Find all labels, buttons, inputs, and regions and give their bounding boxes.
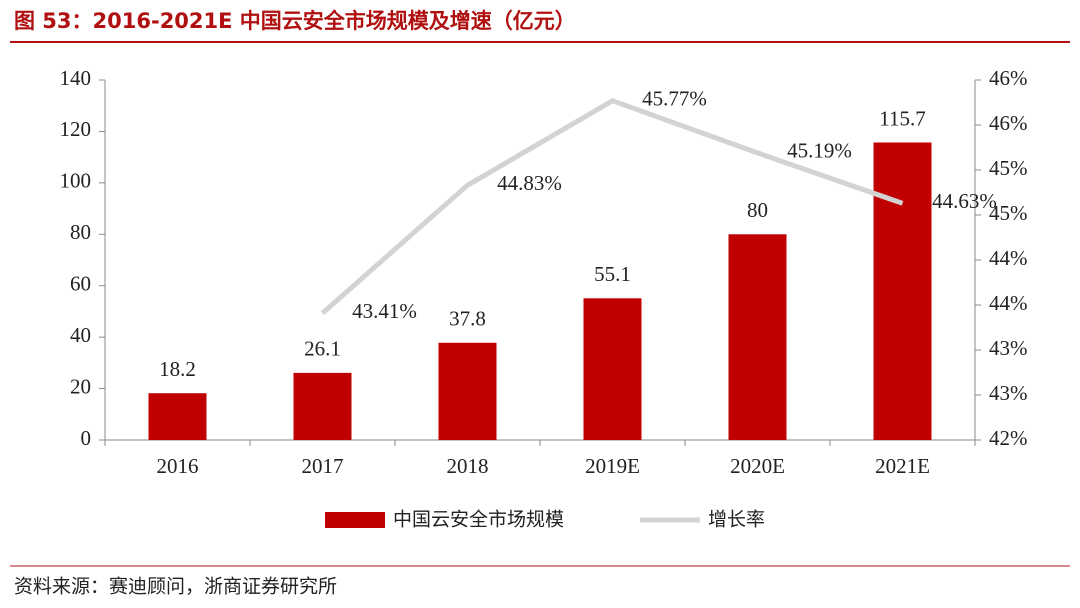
bar-label: 26.1 <box>304 337 341 361</box>
bar <box>873 142 932 440</box>
bar <box>728 234 787 440</box>
y2-tick-label: 44% <box>989 291 1028 315</box>
bar <box>438 342 497 440</box>
line-label: 45.77% <box>642 87 707 111</box>
line-label: 43.41% <box>352 299 417 323</box>
y-tick-label: 140 <box>60 66 92 90</box>
y2-tick-label: 46% <box>989 66 1028 90</box>
y-tick-label: 80 <box>70 220 91 244</box>
y2-tick-label: 43% <box>989 336 1028 360</box>
bar-label: 18.2 <box>159 357 196 381</box>
chart-title: 图 53：2016-2021E 中国云安全市场规模及增速（亿元） <box>14 9 576 33</box>
line-label: 45.19% <box>787 139 852 163</box>
y2-tick-label: 42% <box>989 426 1028 450</box>
legend-label: 中国云安全市场规模 <box>393 509 564 531</box>
bar-label: 37.8 <box>449 307 486 331</box>
bar <box>583 298 642 440</box>
y-tick-label: 100 <box>60 169 92 193</box>
legend-label: 增长率 <box>708 509 765 531</box>
y-tick-label: 40 <box>70 323 91 347</box>
bar <box>293 372 352 440</box>
y2-tick-label: 44% <box>989 246 1028 270</box>
y-tick-label: 20 <box>70 374 91 398</box>
y2-tick-label: 46% <box>989 111 1028 135</box>
y2-tick-label: 45% <box>989 201 1028 225</box>
y2-tick-label: 45% <box>989 156 1028 180</box>
y-tick-label: 120 <box>60 117 92 141</box>
x-tick-label: 2016 <box>157 454 199 478</box>
bar-label: 80 <box>747 198 768 222</box>
y2-tick-label: 43% <box>989 381 1028 405</box>
legend-swatch <box>325 512 385 528</box>
x-tick-label: 2021E <box>875 454 930 478</box>
x-tick-label: 2019E <box>585 454 640 478</box>
line-label: 44.83% <box>497 171 562 195</box>
line-label: 44.63% <box>932 189 997 213</box>
x-tick-label: 2017 <box>302 454 344 478</box>
bar-label: 55.1 <box>594 262 631 286</box>
bar-label: 115.7 <box>879 106 925 130</box>
bar <box>148 393 207 440</box>
y-tick-label: 0 <box>81 426 92 450</box>
x-tick-label: 2020E <box>730 454 785 478</box>
x-tick-label: 2018 <box>447 454 489 478</box>
source: 资料来源：赛迪顾问，浙商证券研究所 <box>14 576 337 598</box>
line <box>320 97 904 315</box>
y-tick-label: 60 <box>70 272 91 296</box>
